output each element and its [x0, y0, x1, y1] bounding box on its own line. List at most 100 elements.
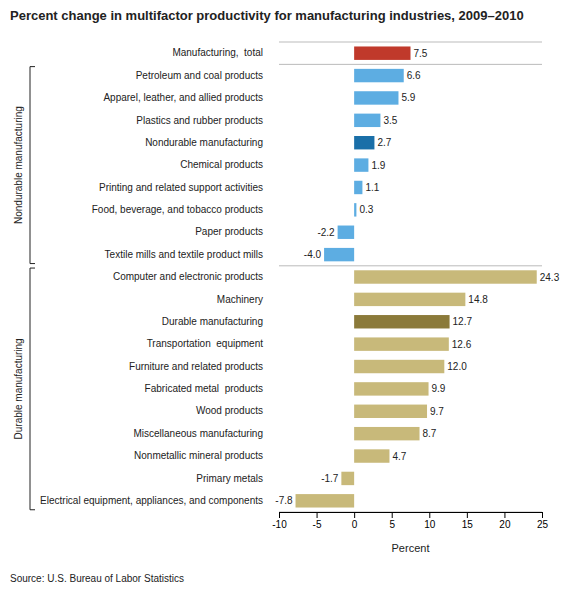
data-label: 14.8 [468, 294, 488, 305]
bar [354, 360, 444, 373]
y-tick: Transportation equipment [147, 338, 264, 349]
y-tick: Durable manufacturing [162, 316, 263, 327]
y-tick-label: Transportation equipment [147, 338, 264, 349]
y-tick: Machinery [217, 294, 263, 305]
data-label: 9.7 [430, 406, 444, 417]
y-tick-label: Primary metals [196, 473, 263, 484]
title-line: Percent change in multifactor productivi… [10, 8, 524, 23]
y-tick-label: Printing and related support activities [99, 182, 263, 193]
data-label: -1.7 [321, 473, 339, 484]
y-tick-label: Chemical products [180, 159, 263, 170]
bar [354, 46, 410, 59]
chart-container: Percent change in multifactor productivi… [0, 0, 580, 590]
data-label: 12.7 [453, 316, 473, 327]
y-tick-label: Nondurable manufacturing [145, 137, 263, 148]
bar [354, 158, 368, 171]
data-label: -2.2 [317, 227, 335, 238]
plot-area: 7.56.65.93.52.71.91.10.3-2.2-4.024.314.8… [40, 42, 560, 530]
separator-line [279, 64, 542, 65]
x-axis-title: Percent [392, 542, 430, 554]
bracket-end [30, 509, 35, 510]
data-label: 1.1 [365, 182, 379, 193]
x-tick: 20 [499, 512, 511, 530]
x-tick: 15 [462, 512, 474, 530]
group-bracket: Durable manufacturing [13, 268, 36, 510]
x-tick: -10 [272, 512, 287, 530]
y-tick: Computer and electronic products [113, 271, 263, 282]
bracket-end [30, 66, 35, 67]
data-label: 6.6 [407, 70, 421, 81]
y-axis: Manufacturing, total Petroleum and coal p… [40, 47, 263, 506]
x-tick-label: 5 [389, 519, 395, 530]
x-tick-mark [542, 512, 543, 518]
y-tick-label: Machinery [217, 294, 263, 305]
bar [354, 203, 356, 216]
x-tick: 0 [352, 512, 358, 530]
y-tick: Paper products [195, 226, 263, 237]
y-tick-label: Apparel, leather, and allied products [103, 92, 263, 103]
x-axis: -10 -5 0 5 10 15 20 25 [272, 512, 548, 530]
y-tick: Food, beverage, and tobacco products [92, 204, 263, 215]
bar [354, 293, 465, 306]
chart-title: Percent change in multifactor productivi… [10, 8, 524, 23]
y-tick-label: Miscellaneous manufacturing [133, 428, 263, 439]
x-tick-mark [467, 512, 468, 518]
x-tick: 25 [537, 512, 549, 530]
group-label: Durable manufacturing [13, 338, 24, 439]
x-tick-mark [392, 512, 393, 518]
bar [354, 337, 449, 350]
bar [354, 270, 537, 283]
y-tick: Chemical products [180, 159, 263, 170]
source-note: Source: U.S. Bureau of Labor Statistics [10, 573, 184, 584]
y-tick: Plastics and rubber products [136, 115, 263, 126]
x-tick-mark [429, 512, 430, 518]
x-tick-mark [354, 512, 355, 518]
data-label: 2.7 [377, 137, 391, 148]
bar [354, 114, 380, 127]
data-label: 3.5 [383, 115, 397, 126]
bracket-end [30, 263, 35, 264]
bracket-line [30, 268, 31, 510]
y-tick-label: Petroleum and coal products [136, 70, 263, 81]
data-label: 1.9 [371, 160, 385, 171]
x-tick-label: 20 [499, 519, 511, 530]
data-label: 4.7 [392, 451, 406, 462]
x-tick: 5 [389, 512, 395, 530]
y-tick: Primary metals [196, 473, 263, 484]
y-tick: Electrical equipment, appliances, and co… [40, 495, 263, 506]
group-bracket: Nondurable manufacturing [13, 67, 36, 264]
y-tick: Miscellaneous manufacturing [133, 428, 263, 439]
x-tick-label: 10 [424, 519, 436, 530]
bar [354, 315, 449, 328]
bar [354, 405, 427, 418]
y-tick-label: Furniture and related products [129, 361, 263, 372]
separator-line [279, 265, 542, 266]
data-labels: 7.56.65.93.52.71.91.10.3-2.2-4.024.314.8… [275, 48, 559, 507]
y-tick-label: Durable manufacturing [162, 316, 263, 327]
y-tick-label: Computer and electronic products [113, 271, 263, 282]
x-tick-mark [279, 512, 280, 518]
separators [279, 42, 542, 512]
y-tick: Manufacturing, total [172, 47, 263, 58]
x-tick-label: 25 [537, 519, 549, 530]
x-axis-line [280, 513, 543, 519]
x-tick-label: 15 [462, 519, 474, 530]
bar [341, 472, 354, 485]
y-tick-label: Electrical equipment, appliances, and co… [40, 495, 263, 506]
data-label: 12.0 [447, 361, 467, 372]
y-tick-label: Textile mills and textile product mills [105, 249, 263, 260]
x-tick: -5 [313, 512, 322, 530]
bracket-end [30, 268, 35, 269]
y-tick: Textile mills and textile product mills [105, 249, 263, 260]
data-label: 7.5 [414, 48, 428, 59]
y-tick: Fabricated metal products [145, 383, 263, 394]
y-tick: Wood products [196, 405, 263, 416]
bracket-line [30, 67, 31, 264]
y-tick-label: Paper products [195, 226, 263, 237]
y-tick-label: Food, beverage, and tobacco products [92, 204, 263, 215]
separator-line [279, 42, 542, 43]
bar [354, 449, 389, 462]
data-label: 8.7 [423, 428, 437, 439]
bar [296, 494, 355, 507]
x-tick-label: 0 [352, 519, 358, 530]
